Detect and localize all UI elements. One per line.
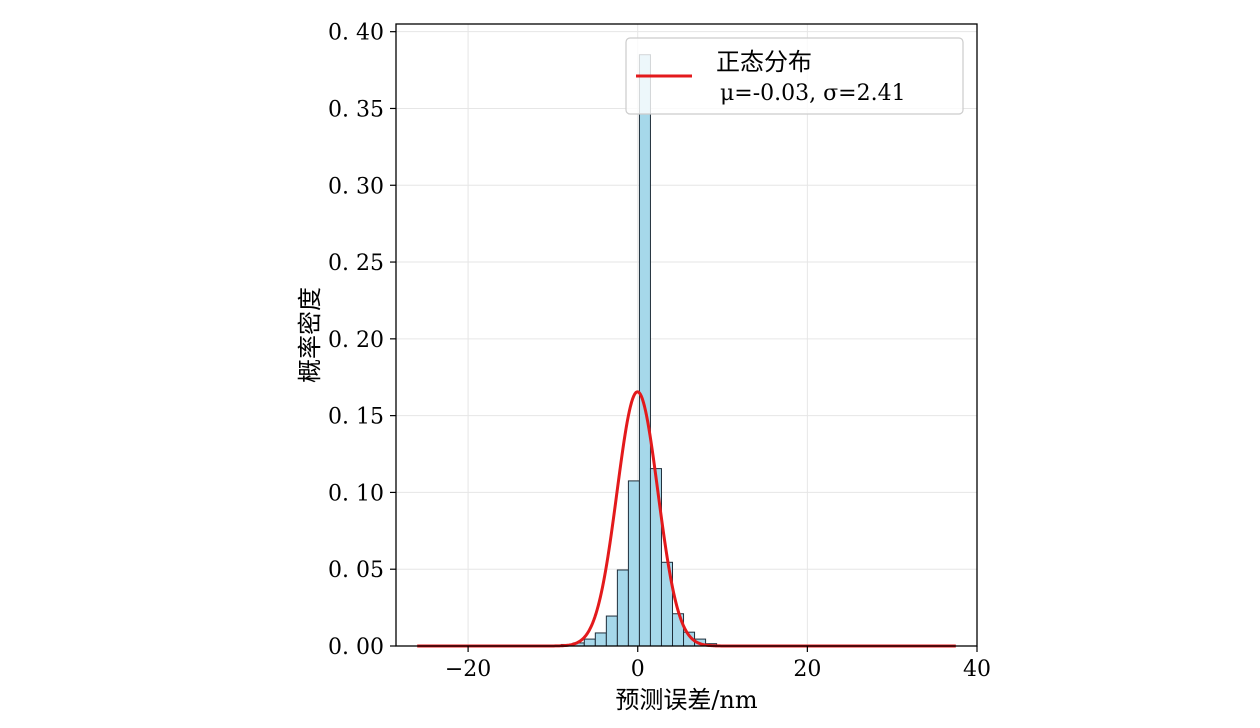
y-tick-label: 0. 25 — [328, 251, 384, 276]
y-tick-label: 0. 40 — [328, 21, 384, 46]
legend-label-normal: 正态分布 — [716, 48, 812, 76]
histogram-bar — [583, 638, 596, 647]
histogram-bars — [550, 54, 729, 647]
legend: 正态分布 μ=-0.03, σ=2.41 — [625, 37, 964, 115]
y-axis-label: 概率密度 — [296, 287, 324, 383]
legend-label-params: μ=-0.03, σ=2.41 — [720, 81, 906, 106]
y-tick-label: 0. 05 — [328, 558, 384, 583]
normal-curve-layer — [416, 390, 957, 648]
y-tick-label: 0. 30 — [328, 174, 384, 199]
legend-box — [625, 37, 964, 115]
plot-frame — [395, 23, 978, 647]
y-tick-label: 0. 15 — [328, 405, 384, 430]
x-tick-label: 0 — [631, 657, 645, 682]
y-tick-label: 0. 35 — [328, 97, 384, 122]
histogram-bar — [627, 480, 640, 647]
x-tick-label: −20 — [445, 657, 491, 682]
y-tick-label: 0. 10 — [328, 481, 384, 506]
histogram-bar — [638, 54, 651, 647]
histogram-bar — [605, 615, 618, 647]
grid-lines — [396, 24, 978, 647]
y-tick-label: 0. 20 — [328, 328, 384, 353]
x-axis-label: 预测误差/nm — [615, 686, 758, 714]
histogram-bar — [594, 632, 607, 647]
x-tick-label: 20 — [793, 657, 821, 682]
x-tick-label: 40 — [963, 657, 991, 682]
histogram-bar — [616, 569, 629, 647]
normal-distribution-curve — [416, 390, 957, 648]
y-tick-label: 0. 00 — [328, 635, 384, 660]
axis-ticks: −20 0 20 40 0. 00 0. 05 0. 10 0. 15 0. 20 0. 25 0.… — [328, 21, 991, 682]
